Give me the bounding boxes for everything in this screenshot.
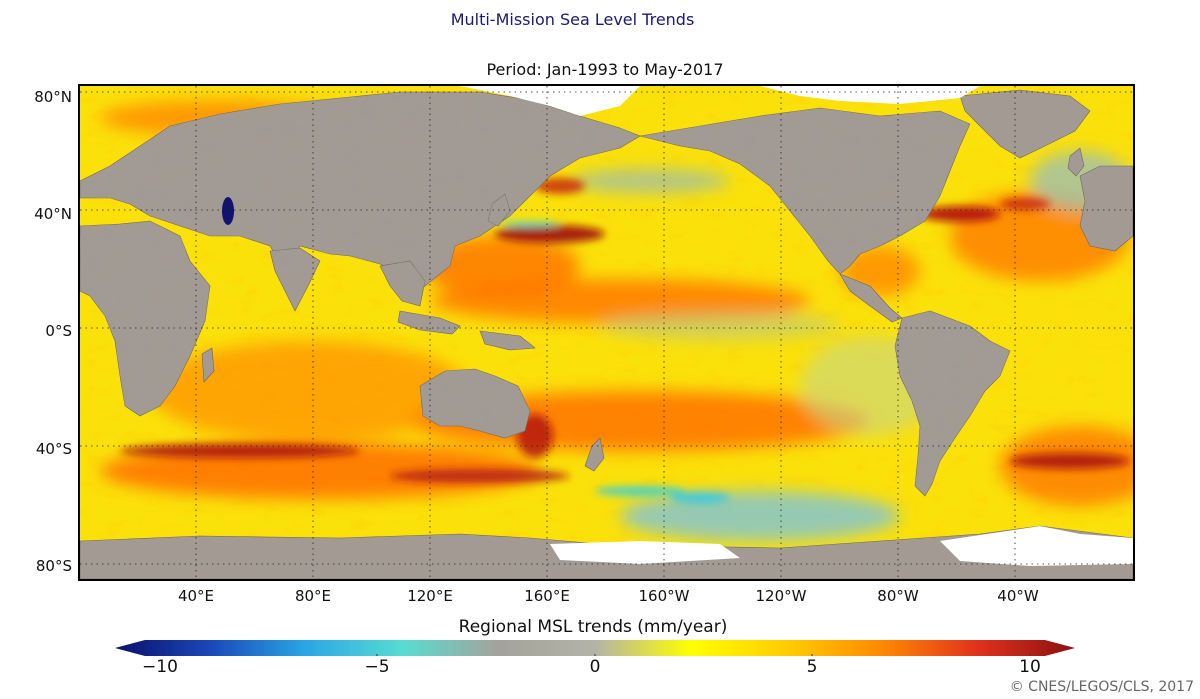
sea-ice (460, 86, 1133, 566)
ice-weddell (940, 526, 1133, 566)
sea-level-trend-map (80, 86, 1133, 579)
land-central-america (839, 273, 903, 323)
teal-north-pacific (500, 221, 560, 227)
lon-label-120e: 120°E (407, 587, 453, 605)
orange-west-pacific (420, 236, 580, 296)
lat-label-40s: 40°S (35, 440, 72, 458)
land-uk (1067, 147, 1085, 177)
cool-band-tropics (600, 312, 840, 340)
colorbar-ticks (159, 654, 1031, 656)
land-new-guinea (479, 330, 536, 351)
map-frame (78, 84, 1135, 581)
land-relief (80, 92, 1010, 496)
colorbar (115, 640, 1075, 656)
lon-label-40e: 40°E (177, 587, 215, 605)
colorbar-body (115, 640, 1075, 656)
caspian-sea (222, 197, 234, 225)
map-title: Multi-Mission Sea Level Trends (450, 10, 695, 29)
hotspot-kuroshio (495, 225, 605, 243)
teal-acc-streaks (595, 486, 685, 496)
cool-band-north-pacific (570, 169, 730, 193)
hotspot-gulf-stream (920, 206, 1000, 222)
lon-label-80e: 80°E (294, 587, 332, 605)
ice-arctic (460, 86, 640, 116)
colorbar-tick-minus5: −5 (364, 657, 390, 677)
colorbar-tick-10: 10 (1019, 657, 1041, 677)
ice-canadian-arctic (760, 86, 980, 104)
ice-ross (550, 541, 740, 564)
cool-south-pacific (620, 491, 900, 541)
colorbar-title: Regional MSL trends (mm/year) (458, 617, 728, 637)
hotspot-acc-indian (120, 444, 360, 458)
lat-label-80n: 80°N (34, 88, 72, 106)
colorbar-tick-0: 0 (589, 657, 601, 677)
land-europe-west (1079, 165, 1133, 252)
colorbar-tick-minus10: −10 (142, 657, 178, 677)
hotspot-south-atlantic (1010, 453, 1130, 469)
lat-label-0: 0°S (45, 322, 72, 340)
orange-indian-ocean (150, 341, 470, 441)
lon-label-120w: 120°W (755, 587, 807, 605)
lon-label-160e: 160°E (524, 587, 570, 605)
ocean-hotspots (120, 178, 1130, 504)
copyright-credit: © CNES/LEGOS/CLS, 2017 (1009, 679, 1194, 695)
lat-label-80s: 80°S (35, 557, 72, 575)
colorbar-tick-5: 5 (806, 657, 818, 677)
lon-label-40w: 40°W (997, 587, 1039, 605)
lon-label-160w: 160°W (638, 587, 690, 605)
hotspot-gulf-stream-2 (1000, 198, 1050, 210)
map-subtitle: Period: Jan-1993 to May-2017 (486, 60, 724, 79)
ocean-trend-patches (100, 100, 1133, 541)
land-greenland (959, 89, 1091, 159)
lat-label-40n: 40°N (34, 205, 72, 223)
hotspot-kuroshio-2 (535, 178, 585, 194)
land-madagascar (201, 347, 215, 383)
hotspot-acc-pacific (390, 469, 570, 483)
lon-label-80w: 80°W (877, 587, 919, 605)
teal-south-pacific (670, 492, 730, 504)
land-new-zealand (584, 437, 605, 472)
